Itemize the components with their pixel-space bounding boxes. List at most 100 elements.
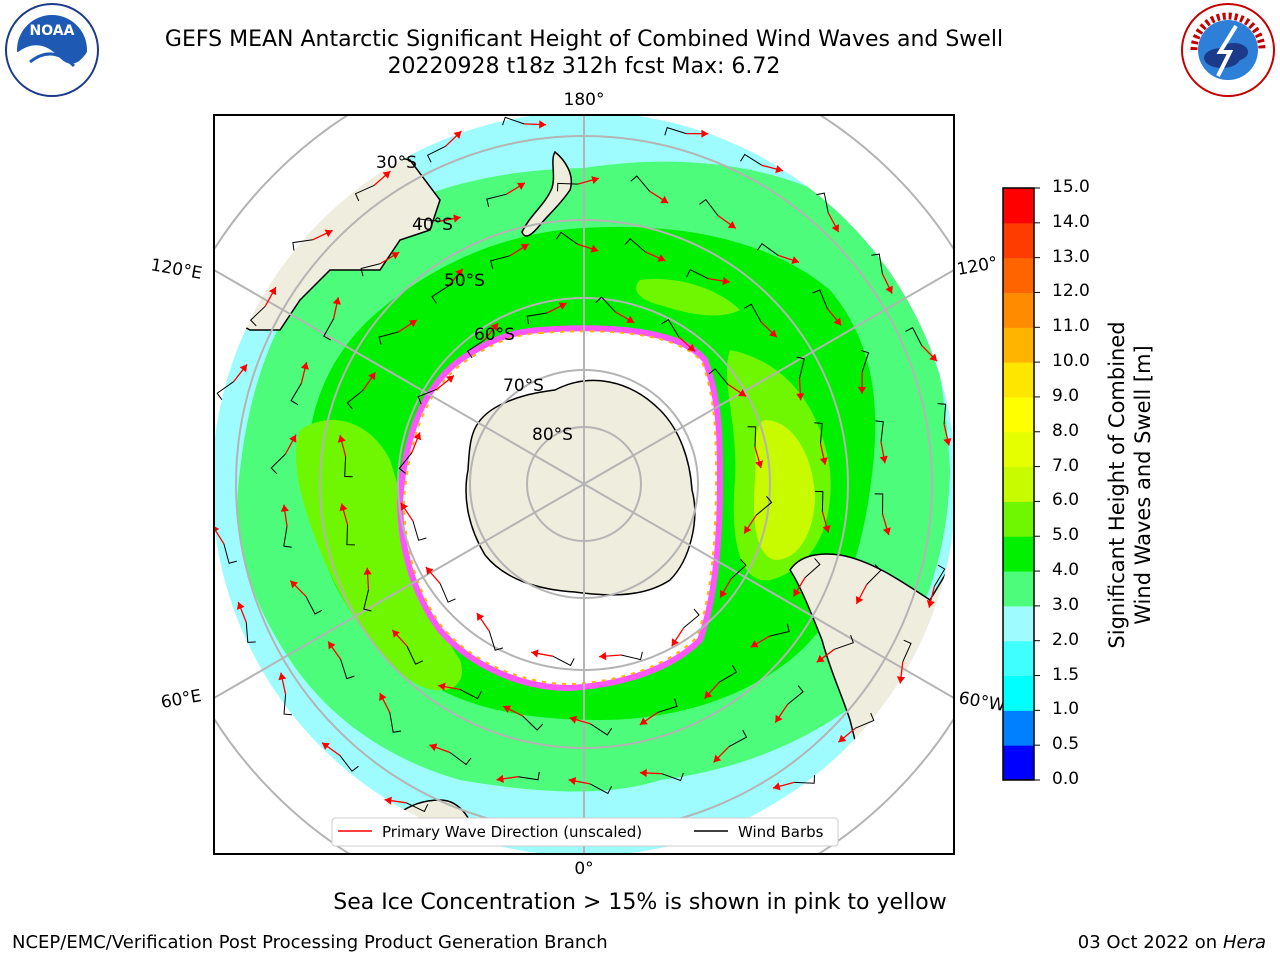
wind-barb	[406, 802, 429, 813]
wind-barb	[902, 639, 912, 662]
wind-barb	[747, 426, 757, 447]
wind-barb	[305, 595, 323, 615]
wind-barb	[630, 175, 651, 192]
wave-field-5-6m-north	[636, 279, 740, 316]
wave-arrowhead	[496, 774, 504, 783]
lon-label-120w: 120°	[955, 253, 999, 280]
wind-barb	[555, 231, 578, 245]
antarctica-land	[465, 379, 696, 596]
wave-arrowhead	[425, 567, 434, 575]
wind-barb	[417, 218, 440, 228]
wind-barb	[552, 655, 575, 667]
colorbar-swatch	[1003, 362, 1034, 398]
wave-arrowhead	[791, 256, 800, 264]
wind-barb	[937, 403, 947, 425]
wind-barb	[589, 783, 613, 795]
wave-arrowhead	[822, 525, 831, 533]
colorbar-swatch	[1003, 536, 1034, 572]
wave-arrowhead	[744, 525, 752, 534]
wind-barb	[339, 754, 359, 772]
colorbar-swatch	[1003, 327, 1034, 363]
wave-arrowhead	[755, 460, 764, 469]
wave-arrowhead	[769, 329, 777, 338]
colorbar-swatch	[1003, 501, 1034, 537]
wind-barb	[728, 729, 748, 748]
wind-barb	[755, 495, 773, 516]
wave-arrowhead	[727, 221, 736, 229]
colorbar-swatch	[1003, 710, 1034, 746]
wave-arrowhead	[591, 176, 599, 184]
wave-arrowhead	[239, 364, 248, 373]
wave-arrowhead	[831, 224, 839, 233]
wave-arrowhead	[639, 768, 647, 778]
wave-arrowhead	[321, 742, 330, 750]
wave-arrowhead	[268, 287, 277, 296]
legend-wave-label: Primary Wave Direction (unscaled)	[382, 823, 642, 841]
wave-arrowhead	[626, 315, 635, 323]
wind-barb	[686, 269, 709, 280]
wind-barbs	[216, 116, 947, 813]
colorbar-swatch	[1003, 431, 1034, 468]
wind-barb	[787, 685, 804, 705]
wind-barb	[426, 145, 446, 163]
footer-date-text: 03 Oct 2022 on	[1077, 932, 1223, 953]
wind-barb	[661, 772, 684, 782]
wind-barb	[389, 712, 402, 733]
wind-barb	[354, 185, 375, 202]
wind-barb	[417, 388, 437, 405]
wind-barb	[683, 608, 700, 629]
wave-arrowhead	[280, 504, 289, 512]
wind-barb	[449, 752, 472, 766]
wave-arrowhead	[885, 285, 893, 294]
wave-arrowhead	[943, 438, 952, 446]
wave-arrowhead	[896, 676, 906, 684]
wave-arrowhead	[328, 641, 336, 650]
wind-barb	[245, 622, 256, 643]
noaa-logo-text: NOAA	[30, 23, 75, 39]
wind-barb	[860, 349, 870, 372]
wind-barb	[834, 634, 854, 650]
wave-arrowhead	[568, 777, 577, 786]
colorbar-tick-label: 14.0	[1052, 211, 1090, 232]
wave-arrowhead	[687, 343, 696, 352]
wave-arrowhead	[660, 195, 669, 204]
lon-label-120e: 120°E	[149, 255, 203, 284]
colorbar-tick-label: 7.0	[1052, 455, 1080, 476]
colorbar-tick-label: 8.0	[1052, 420, 1080, 441]
colorbar-tick-label: 5.0	[1052, 525, 1080, 546]
wind-barb	[363, 589, 372, 612]
wave-arrowhead	[289, 434, 297, 443]
wind-barb	[522, 715, 544, 731]
wind-barb	[590, 723, 613, 736]
wind-barb	[344, 456, 353, 478]
wave-arrowhead	[339, 503, 348, 512]
wind-barb	[812, 289, 828, 309]
wind-barb	[557, 182, 578, 192]
wave-field-6-7m	[754, 420, 815, 560]
wave-arrowhead	[214, 526, 220, 533]
wave-arrowhead	[926, 600, 935, 608]
wave-arrowhead	[701, 129, 709, 138]
wave-arrowhead	[671, 638, 679, 647]
wind-barb	[283, 526, 292, 548]
wave-arrowhead	[882, 527, 891, 536]
wave-arrowhead	[833, 317, 842, 326]
wave-arrowhead	[772, 782, 781, 791]
wave-arrowhead	[819, 457, 828, 465]
wind-barb	[490, 255, 511, 269]
lat-label-70s: 70°S	[503, 376, 544, 396]
wind-barb	[346, 390, 364, 410]
sea-ice-note: Sea Ice Concentration > 15% is shown in …	[333, 890, 947, 915]
wind-barb	[719, 664, 738, 683]
colorbar-tick-label: 6.0	[1052, 490, 1080, 511]
wave-arrowhead	[750, 640, 759, 648]
wave-arrowhead	[382, 171, 391, 179]
wave-arrowhead	[453, 131, 462, 139]
wave-arrowhead	[455, 268, 463, 277]
wind-barb	[804, 558, 821, 578]
lat-label-50s: 50°S	[444, 271, 485, 291]
wind-barb	[292, 239, 313, 251]
wind-barb	[502, 116, 525, 126]
wave-arrowhead	[363, 567, 372, 575]
colorbar-swatch	[1003, 292, 1034, 328]
